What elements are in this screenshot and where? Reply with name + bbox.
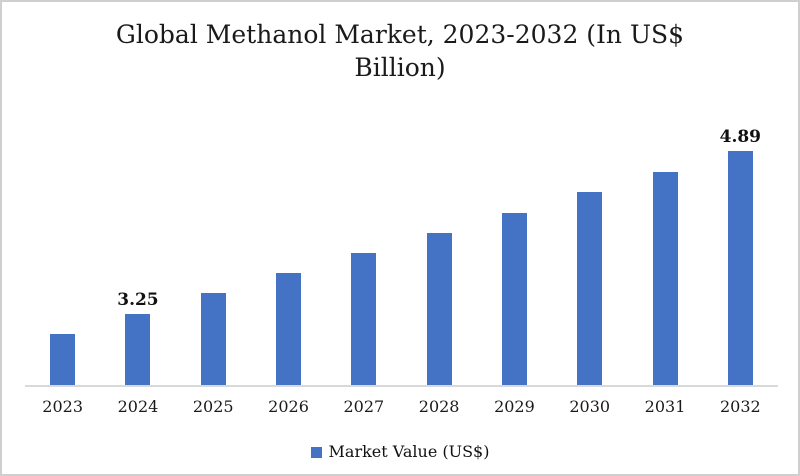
data-label-2024: 3.25 [117,289,159,310]
x-tick-2029: 2029 [494,397,535,416]
x-tick-2031: 2031 [644,397,686,416]
bar-2024 [125,313,151,385]
bar-2025 [200,293,226,385]
chart-title-line2: Billion) [354,53,446,82]
x-tick-2030: 2030 [569,397,611,416]
bar-2027 [351,253,377,385]
bar-2030 [577,192,603,385]
bar-slot-2027 [326,100,401,385]
x-tick-2026: 2026 [268,397,309,416]
bar-slot-2028 [401,100,476,385]
plot-area: 3.25 4.89 [25,100,778,387]
chart-title-line1: Global Methanol Market, 2023-2032 (In US… [115,20,685,49]
bar-slot-2026 [251,100,326,385]
bar-slot-2029 [477,100,552,385]
bar-slot-2023 [25,100,100,385]
legend-swatch-icon [310,447,322,458]
data-label-2032: 4.89 [719,127,762,148]
bar-2028 [426,232,452,385]
bar-2031 [652,172,678,385]
legend-label: Market Value (US$) [328,442,490,461]
legend: Market Value (US$) [2,442,798,461]
x-tick-2028: 2028 [418,397,460,416]
x-axis-labels: 2023 2024 2025 2026 2027 2028 2029 2030 2031 2032 [25,397,778,416]
x-tick-2027: 2027 [343,397,385,416]
x-tick-2032: 2032 [719,397,761,416]
bar-slot-2030 [552,100,627,385]
bar-2029 [501,212,527,385]
bar-2023 [50,333,76,385]
x-tick-2023: 2023 [42,397,83,416]
bar-slot-2025 [176,100,251,385]
bar-slot-2032: 4.89 [703,100,778,385]
bar-2026 [276,273,302,385]
bar-slot-2031 [627,100,702,385]
bar-slot-2024: 3.25 [100,100,175,385]
x-tick-2025: 2025 [192,397,234,416]
x-tick-2024: 2024 [117,397,159,416]
bar-2032 [727,151,753,385]
chart-title: Global Methanol Market, 2023-2032 (In US… [2,18,798,84]
